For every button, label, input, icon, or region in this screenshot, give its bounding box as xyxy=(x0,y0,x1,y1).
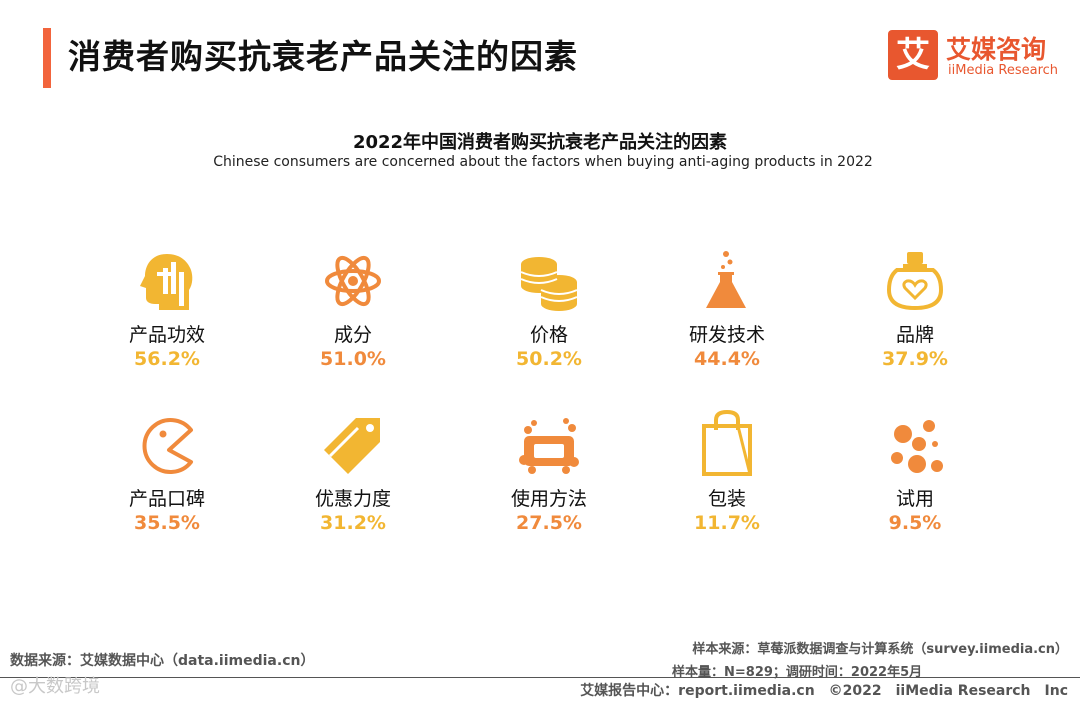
factor-label: 包装 xyxy=(707,488,746,510)
factor-label: 试用 xyxy=(895,488,934,510)
factor-item: 优惠力度 31.2% xyxy=(268,408,438,534)
watermark: @大数跨境 xyxy=(10,676,100,697)
data-source-label: 数据来源： xyxy=(10,653,80,669)
page-title: 消费者购买抗衰老产品关注的因素 xyxy=(68,37,578,76)
factor-value: 37.9% xyxy=(882,348,948,370)
factor-value: 11.7% xyxy=(694,512,760,534)
factor-item: 包装 11.7% xyxy=(642,408,812,534)
title-accent-bar xyxy=(43,28,51,88)
flask-icon xyxy=(642,244,812,312)
factor-item: 产品口碑 35.5% xyxy=(82,408,252,534)
factor-label: 品牌 xyxy=(895,324,934,346)
factor-label: 研发技术 xyxy=(688,324,765,346)
atom-icon xyxy=(268,244,438,312)
factor-value: 27.5% xyxy=(516,512,582,534)
brand-logo: 艾 艾媒咨询 iiMedia Research xyxy=(888,30,1068,82)
factor-item: 试用 9.5% xyxy=(830,408,1000,534)
factor-label: 产品口碑 xyxy=(128,488,205,510)
factor-value: 51.0% xyxy=(320,348,386,370)
logo-mark-icon: 艾 xyxy=(888,30,938,80)
report-center: 艾媒报告中心：report.iimedia.cn ©2022 iiMedia R… xyxy=(580,683,1068,699)
factor-label: 成分 xyxy=(333,324,372,346)
pacman-icon xyxy=(82,408,252,476)
data-source-text: 艾媒数据中心（data.iimedia.cn） xyxy=(80,653,315,669)
coins-icon xyxy=(464,244,634,312)
factor-value: 9.5% xyxy=(888,512,942,534)
factor-item: 成分 51.0% xyxy=(268,244,438,370)
head-gears-icon xyxy=(82,244,252,312)
shopping-bag-icon xyxy=(642,408,812,476)
footer-divider xyxy=(0,677,1080,678)
factor-label: 使用方法 xyxy=(510,488,587,510)
chart-title: 2022年中国消费者购买抗衰老产品关注的因素 xyxy=(352,132,728,153)
soap-icon xyxy=(464,408,634,476)
factor-item: 研发技术 44.4% xyxy=(642,244,812,370)
bubbles-icon xyxy=(830,408,1000,476)
factor-value: 31.2% xyxy=(320,512,386,534)
factor-label: 优惠力度 xyxy=(314,488,391,510)
chart-subtitle: Chinese consumers are concerned about th… xyxy=(213,154,873,170)
factor-label: 产品功效 xyxy=(128,324,205,346)
logo-name-cn: 艾媒咨询 xyxy=(946,35,1047,64)
factor-value: 50.2% xyxy=(516,348,582,370)
factor-item: 品牌 37.9% xyxy=(830,244,1000,370)
data-source: 数据来源：艾媒数据中心（data.iimedia.cn） xyxy=(10,650,314,670)
factor-item: 价格 50.2% xyxy=(464,244,634,370)
sample-source: 样本来源：草莓派数据调查与计算系统（survey.iimedia.cn） xyxy=(692,642,1068,657)
factor-value: 44.4% xyxy=(694,348,760,370)
logo-name-en: iiMedia Research xyxy=(948,63,1059,78)
factor-label: 价格 xyxy=(529,324,568,346)
sample-size: 样本量：N=829；调研时间：2022年5月 xyxy=(672,665,923,680)
factor-value: 56.2% xyxy=(134,348,200,370)
factor-item: 产品功效 56.2% xyxy=(82,244,252,370)
factor-value: 35.5% xyxy=(134,512,200,534)
factor-item: 使用方法 27.5% xyxy=(464,408,634,534)
perfume-icon xyxy=(830,244,1000,312)
price-tag-icon xyxy=(268,408,438,476)
